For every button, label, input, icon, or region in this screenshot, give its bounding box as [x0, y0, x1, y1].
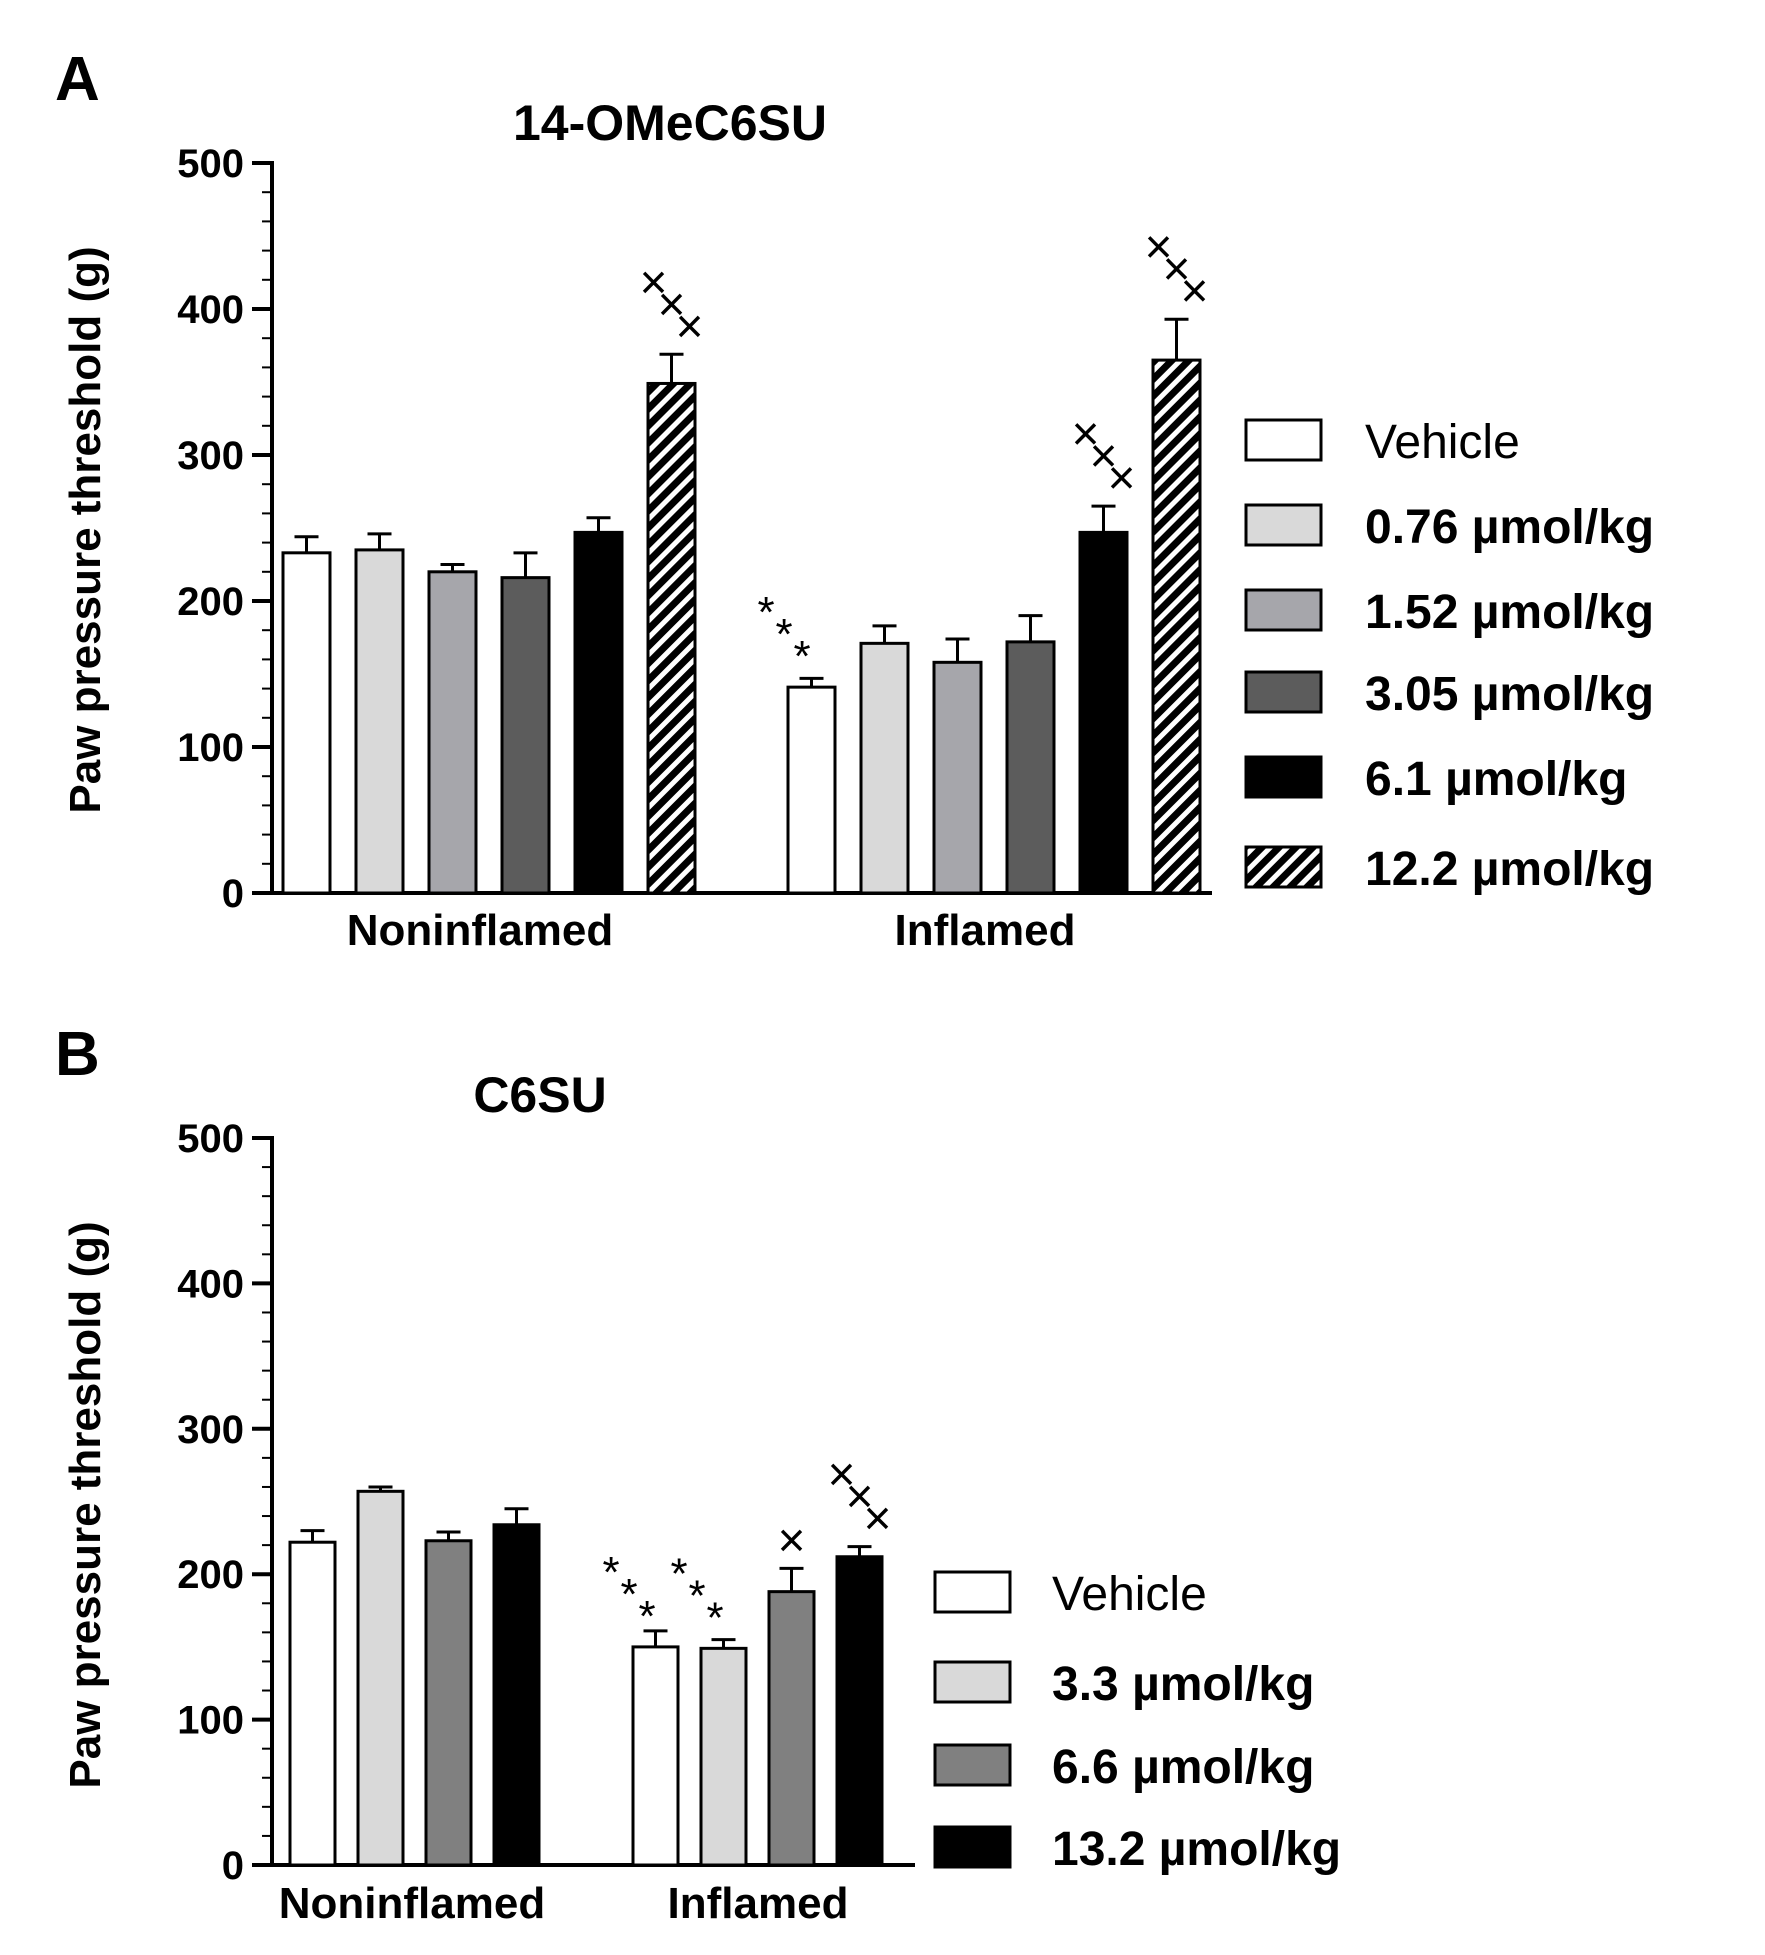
category-label-noninflamed: Noninflamed: [279, 1879, 545, 1928]
significance-mark: ×: [845, 1471, 873, 1524]
panel-b-label: B: [55, 1020, 100, 1089]
panel-a-y-axis: 0 100 200 300 400 500: [177, 142, 1212, 916]
bar: [492, 1523, 541, 1867]
y-tick-label: 100: [177, 1699, 244, 1743]
category-label-noninflamed: Noninflamed: [347, 906, 613, 955]
significance-mark: *: [793, 632, 810, 681]
significance-mark: ×: [675, 300, 703, 353]
legend-label: 6.1 µmol/kg: [1365, 753, 1627, 806]
significance-mark: ×: [639, 256, 667, 309]
significance-mark: *: [670, 1549, 687, 1598]
bar: [573, 530, 624, 895]
category-label-inflamed: Inflamed: [895, 906, 1076, 955]
legend-swatch: [933, 1570, 1012, 1614]
legend-label: 12.2 µmol/kg: [1365, 843, 1654, 896]
y-tick-label: 500: [177, 142, 244, 186]
legend-swatch: [1244, 503, 1323, 547]
bar: [699, 1646, 748, 1867]
legend-label: 1.52 µmol/kg: [1365, 586, 1654, 639]
y-tick-label: 300: [177, 1408, 244, 1452]
legend-swatch: [1244, 845, 1323, 889]
legend-swatch: [933, 1660, 1012, 1704]
significance-mark: ×: [1071, 408, 1099, 461]
panel-b-legend: Vehicle 3.3 µmol/kg 6.6 µmol/kg 13.2 µmo…: [933, 1568, 1341, 1876]
panel-a-x-axis: Noninflamed Inflamed: [347, 906, 1076, 955]
panel-a-legend: Vehicle 0.76 µmol/kg 1.52 µmol/kg 3.05 µ…: [1244, 416, 1654, 896]
y-tick-label: 200: [177, 580, 244, 624]
significance-mark: ×: [1144, 221, 1172, 274]
y-tick-label: 100: [177, 726, 244, 770]
bar: [1151, 358, 1202, 895]
y-tick-label: 500: [177, 1117, 244, 1161]
panel-a-bars: ×××* * *××××××: [281, 221, 1209, 895]
significance-mark: *: [757, 588, 774, 637]
legend-swatch: [933, 1743, 1012, 1787]
bar: [646, 381, 697, 895]
bar: [786, 685, 837, 895]
legend-label: 6.6 µmol/kg: [1052, 1741, 1314, 1794]
significance-mark: ×: [1180, 265, 1208, 318]
significance-mark: ×: [827, 1449, 855, 1502]
legend-label: 0.76 µmol/kg: [1365, 501, 1654, 554]
panel-b: B C6SU Paw pressure threshold (g) 0 100 20…: [55, 1020, 1341, 1928]
significance-mark: ×: [777, 1514, 805, 1567]
bar: [835, 1555, 884, 1867]
y-tick-label: 400: [177, 288, 244, 332]
significance-mark: *: [775, 610, 792, 659]
bar: [424, 1539, 473, 1867]
panel-b-title: C6SU: [473, 1067, 606, 1123]
bar: [356, 1489, 405, 1867]
panel-b-y-axis: 0 100 200 300 400 500: [177, 1117, 915, 1888]
legend-label: 3.3 µmol/kg: [1052, 1658, 1314, 1711]
legend-swatch: [1244, 588, 1323, 632]
y-tick-label: 0: [222, 872, 244, 916]
y-tick-label: 300: [177, 434, 244, 478]
legend-label: Vehicle: [1365, 416, 1520, 469]
bar: [859, 641, 910, 895]
bar: [427, 570, 478, 895]
y-tick-label: 400: [177, 1262, 244, 1306]
legend-swatch: [933, 1825, 1012, 1869]
panel-a-title: 14-OMeC6SU: [513, 95, 827, 151]
legend-label: 13.2 µmol/kg: [1052, 1823, 1341, 1876]
legend-swatch: [1244, 670, 1323, 714]
bar: [1005, 640, 1056, 895]
y-tick-label: 0: [222, 1844, 244, 1888]
bar: [932, 660, 983, 895]
y-tick-label: 200: [177, 1553, 244, 1597]
bar: [1078, 530, 1129, 895]
bar: [281, 551, 332, 895]
significance-mark: ×: [657, 278, 685, 331]
bar: [767, 1590, 816, 1867]
panel-b-y-axis-label: Paw pressure threshold (g): [61, 1221, 110, 1788]
panel-b-bars: * * ** * *××××: [288, 1449, 892, 1867]
legend-swatch: [1244, 418, 1323, 462]
significance-mark: *: [638, 1592, 655, 1641]
legend-label: 3.05 µmol/kg: [1365, 668, 1654, 721]
bar: [631, 1645, 680, 1867]
legend-swatch: [1244, 755, 1323, 799]
significance-mark: *: [620, 1570, 637, 1619]
category-label-inflamed: Inflamed: [668, 1879, 849, 1928]
significance-mark: *: [602, 1548, 619, 1597]
panel-b-x-axis: Noninflamed Inflamed: [279, 1879, 849, 1928]
significance-mark: ×: [1107, 452, 1135, 505]
panel-a-label: A: [55, 45, 100, 114]
significance-mark: ×: [863, 1493, 891, 1546]
significance-mark: ×: [1162, 243, 1190, 296]
significance-mark: ×: [1089, 430, 1117, 483]
panel-a: A 14-OMeC6SU Paw pressure threshold (g) …: [55, 45, 1654, 955]
bar: [500, 576, 551, 895]
significance-mark: *: [706, 1593, 723, 1642]
legend-label: Vehicle: [1052, 1568, 1207, 1621]
significance-mark: *: [688, 1571, 705, 1620]
panel-a-y-axis-label: Paw pressure threshold (g): [61, 246, 110, 813]
bar: [288, 1540, 337, 1867]
bar: [354, 548, 405, 895]
